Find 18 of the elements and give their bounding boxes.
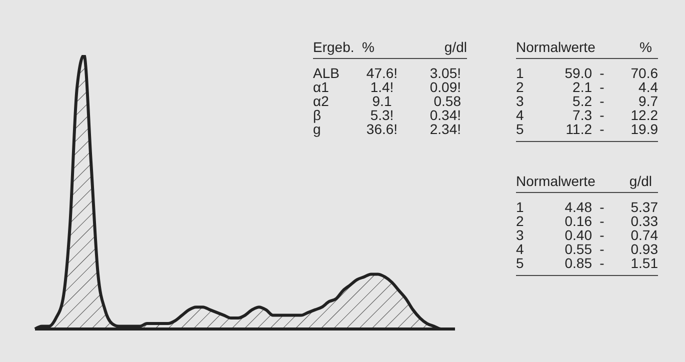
text: α1 1.4! 0.09! bbox=[313, 79, 461, 95]
text: 1 59.0 - 70.6 bbox=[516, 65, 658, 81]
text: g 36.6! 2.34! bbox=[313, 121, 461, 137]
text: 5 11.2 - 19.9 bbox=[516, 121, 658, 137]
text: 3 0.40 - 0.74 bbox=[516, 227, 658, 243]
text: β 5.3! 0.34! bbox=[313, 107, 461, 123]
text: Normalwerte % bbox=[516, 39, 652, 55]
text: 3 5.2 - 9.7 bbox=[516, 93, 658, 109]
text: α2 9.1 0.58 bbox=[313, 93, 461, 109]
text: ALB 47.6! 3.05! bbox=[313, 65, 461, 81]
text: 4 7.3 - 12.2 bbox=[516, 107, 658, 123]
text: Ergeb. % g/dl bbox=[313, 39, 467, 55]
text: 5 0.85 - 1.51 bbox=[516, 255, 658, 271]
text: 1 4.48 - 5.37 bbox=[516, 199, 658, 215]
text: 2 2.1 - 4.4 bbox=[516, 79, 658, 95]
text: Normalwerte g/dl bbox=[516, 173, 652, 189]
text: 2 0.16 - 0.33 bbox=[516, 213, 658, 229]
text: 4 0.55 - 0.93 bbox=[516, 241, 658, 257]
